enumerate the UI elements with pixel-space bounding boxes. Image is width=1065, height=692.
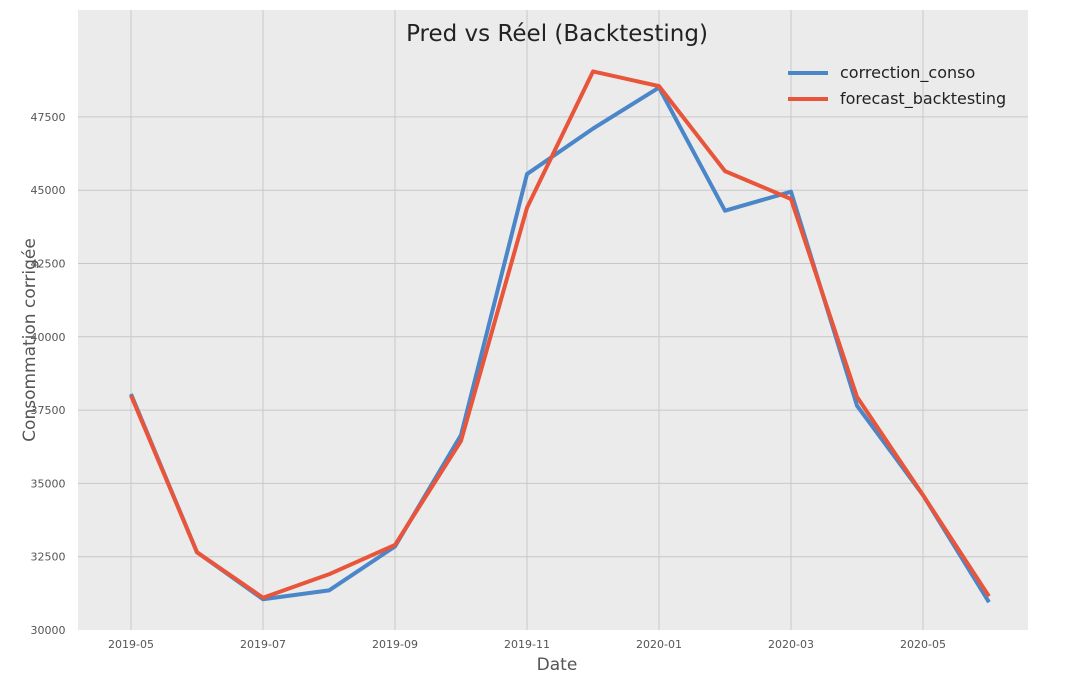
y-tick-label: 37500 bbox=[31, 404, 66, 417]
chart-title: Pred vs Réel (Backtesting) bbox=[406, 21, 708, 47]
x-tick-label: 2019-05 bbox=[108, 638, 154, 651]
legend-label: forecast_backtesting bbox=[840, 89, 1006, 109]
y-tick-label: 40000 bbox=[31, 331, 66, 344]
y-tick-label: 45000 bbox=[31, 184, 66, 197]
legend: correction_conso forecast_backtesting bbox=[788, 63, 1006, 109]
x-gridlines bbox=[130, 10, 924, 630]
y-tick-label: 32500 bbox=[31, 551, 66, 564]
x-tick-label: 2020-01 bbox=[636, 638, 682, 651]
series-line-forecast_backtesting bbox=[129, 69, 991, 600]
plot-area bbox=[78, 10, 1028, 630]
x-tick-label: 2020-03 bbox=[768, 638, 814, 651]
x-tick-label: 2019-07 bbox=[240, 638, 286, 651]
y-tick-labels: 30000 32500 35000 37500 40000 42500 45000 47500 bbox=[31, 111, 66, 637]
y-gridlines bbox=[78, 116, 1028, 558]
series-layer bbox=[129, 69, 991, 604]
y-axis-label: Consommation corrigée bbox=[20, 238, 40, 442]
x-tick-labels: 2019-05 2019-07 2019-09 2019-11 2020-01 2020-… bbox=[108, 638, 946, 651]
y-tick-label: 30000 bbox=[31, 624, 66, 637]
y-tick-label: 42500 bbox=[31, 258, 66, 271]
x-axis-label: Date bbox=[537, 655, 578, 675]
x-tick-label: 2019-11 bbox=[504, 638, 550, 651]
y-tick-label: 47500 bbox=[31, 111, 66, 124]
legend-label: correction_conso bbox=[840, 63, 975, 83]
x-tick-label: 2019-09 bbox=[372, 638, 418, 651]
x-tick-label: 2020-05 bbox=[900, 638, 946, 651]
y-tick-label: 35000 bbox=[31, 477, 66, 490]
